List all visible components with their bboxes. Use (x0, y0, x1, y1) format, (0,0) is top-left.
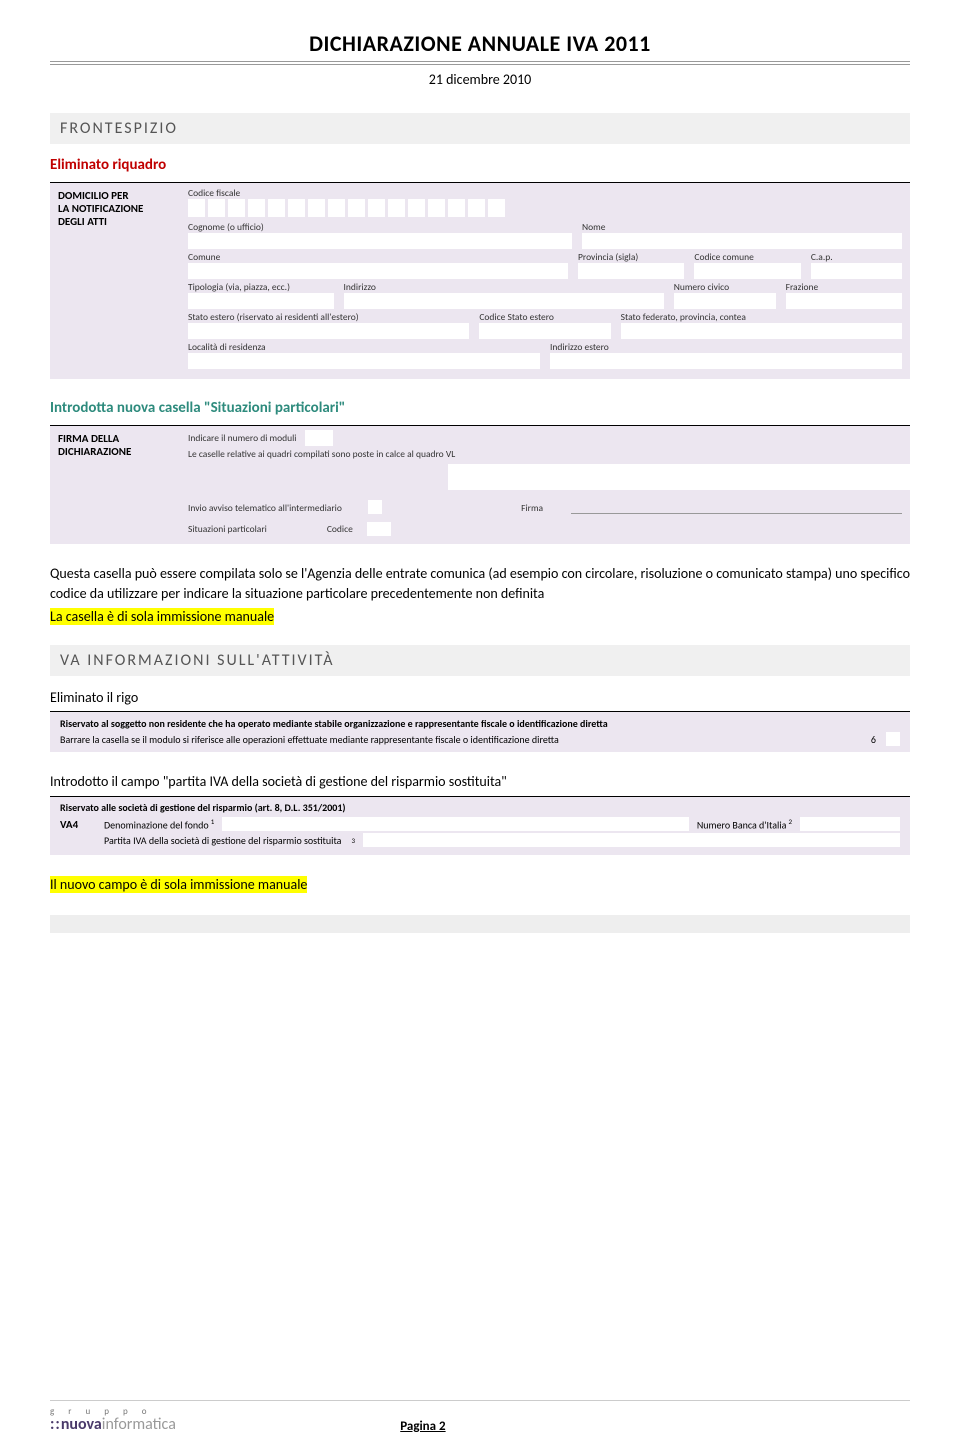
field-partita-iva (363, 833, 900, 847)
va4-head: Riservato alle società di gestione del r… (60, 801, 900, 814)
label-provincia: Provincia (sigla) (578, 251, 684, 263)
va4-partita: Partita IVA della società di gestione de… (104, 834, 341, 847)
field-denominazione (222, 817, 689, 831)
label-tipologia: Tipologia (via, piazza, ecc.) (188, 281, 334, 293)
field-firma-blank (448, 464, 960, 490)
field-frazione (786, 293, 902, 309)
note-introdotto-campo: Introdotto il campo "partita IVA della s… (50, 772, 910, 792)
field-stato-estero (188, 323, 469, 339)
label-indirizzo: Indirizzo (344, 281, 664, 293)
label-stato-federato: Stato federato, provincia, contea (621, 311, 902, 323)
note-sola-immissione: La casella è di sola immissione manuale (50, 607, 910, 627)
label-numero-civico: Numero civico (674, 281, 776, 293)
label-cognome: Cognome (o ufficio) (188, 221, 572, 233)
form-domicilio: DOMICILIO PER LA NOTIFICAZIONE DEGLI ATT… (50, 182, 910, 379)
note-nuovo-campo-sola: Il nuovo campo è di sola immissione manu… (50, 875, 910, 895)
section-va-info: VA INFORMAZIONI SULL'ATTIVITÀ (50, 645, 910, 676)
field-codice (367, 522, 391, 536)
field-cap (811, 263, 902, 279)
label-invio-telematico: Invio avviso telematico all'intermediari… (188, 502, 342, 514)
label-comune: Comune (188, 251, 568, 263)
checkbox-riservato (886, 732, 900, 746)
field-nome (582, 233, 902, 249)
va4-label: VA4 (60, 818, 96, 831)
field-tipologia (188, 293, 334, 309)
field-codice-stato-estero (479, 323, 610, 339)
label-nome: Nome (582, 221, 902, 233)
grey-bar (50, 915, 910, 933)
field-stato-federato (621, 323, 902, 339)
field-numero-banca (800, 817, 900, 831)
box-riservato: Riservato al soggetto non residente che … (50, 711, 910, 752)
title-underline (50, 61, 910, 62)
field-localita (188, 353, 540, 369)
label-frazione: Frazione (786, 281, 902, 293)
codice-fiscale-boxes (188, 199, 508, 217)
field-numero-civico (674, 293, 776, 309)
va4-denominazione: Denominazione del fondo1 (104, 817, 214, 831)
form-domicilio-title: DOMICILIO PER LA NOTIFICAZIONE DEGLI ATT… (50, 183, 180, 379)
label-indicare-moduli: Indicare il numero di moduli (188, 432, 297, 444)
label-situazioni: Situazioni particolari (188, 523, 267, 535)
form-firma: FIRMA DELLA DICHIARAZIONE Indicare il nu… (50, 425, 910, 544)
box-va4: Riservato alle società di gestione del r… (50, 796, 910, 855)
label-codice-comune: Codice comune (694, 251, 800, 263)
label-stato-estero: Stato estero (riservato ai residenti all… (188, 311, 469, 323)
document-date: 21 dicembre 2010 (50, 71, 910, 88)
label-localita: Località di residenza (188, 341, 540, 353)
page-title: DICHIARAZIONE ANNUALE IVA 2011 (50, 30, 910, 61)
body-paragraph: Questa casella può essere compilata solo… (50, 564, 910, 603)
label-codice-fiscale: Codice fiscale (188, 187, 902, 199)
riservato-line2: Barrare la casella se il modulo si rifer… (60, 733, 559, 746)
note-eliminato-riquadro: Eliminato riquadro (50, 156, 910, 174)
field-indirizzo (344, 293, 664, 309)
form-firma-title: FIRMA DELLA DICHIARAZIONE (50, 426, 180, 544)
field-cognome (188, 233, 572, 249)
label-codice: Codice (327, 523, 353, 535)
section-frontespizio: FRONTESPIZIO (50, 113, 910, 144)
checkbox-invio (368, 500, 382, 514)
va4-sup3: 3 (351, 836, 355, 845)
field-codice-comune (694, 263, 800, 279)
firma-line (571, 504, 902, 514)
page-number: Pagina 2 (56, 1419, 790, 1434)
label-caselle-note: Le caselle relative ai quadri compilati … (188, 448, 902, 460)
riservato-num: 6 (871, 733, 876, 746)
label-firma: Firma (521, 502, 543, 514)
field-provincia (578, 263, 684, 279)
riservato-line1: Riservato al soggetto non residente che … (60, 717, 900, 730)
field-indirizzo-estero (550, 353, 902, 369)
label-codice-stato-estero: Codice Stato estero (479, 311, 610, 323)
label-indirizzo-estero: Indirizzo estero (550, 341, 902, 353)
field-num-moduli (305, 430, 333, 446)
note-introdotta-casella: Introdotta nuova casella "Situazioni par… (50, 399, 910, 417)
note-eliminato-rigo: Eliminato il rigo (50, 688, 910, 708)
label-cap: C.a.p. (811, 251, 902, 263)
va4-numero-banca: Numero Banca d'Italia2 (697, 817, 792, 831)
field-comune (188, 263, 568, 279)
title-underline-2 (50, 64, 910, 65)
page-footer: g r u p p o ::nuovainformatica Pagina 2 (50, 1400, 910, 1434)
